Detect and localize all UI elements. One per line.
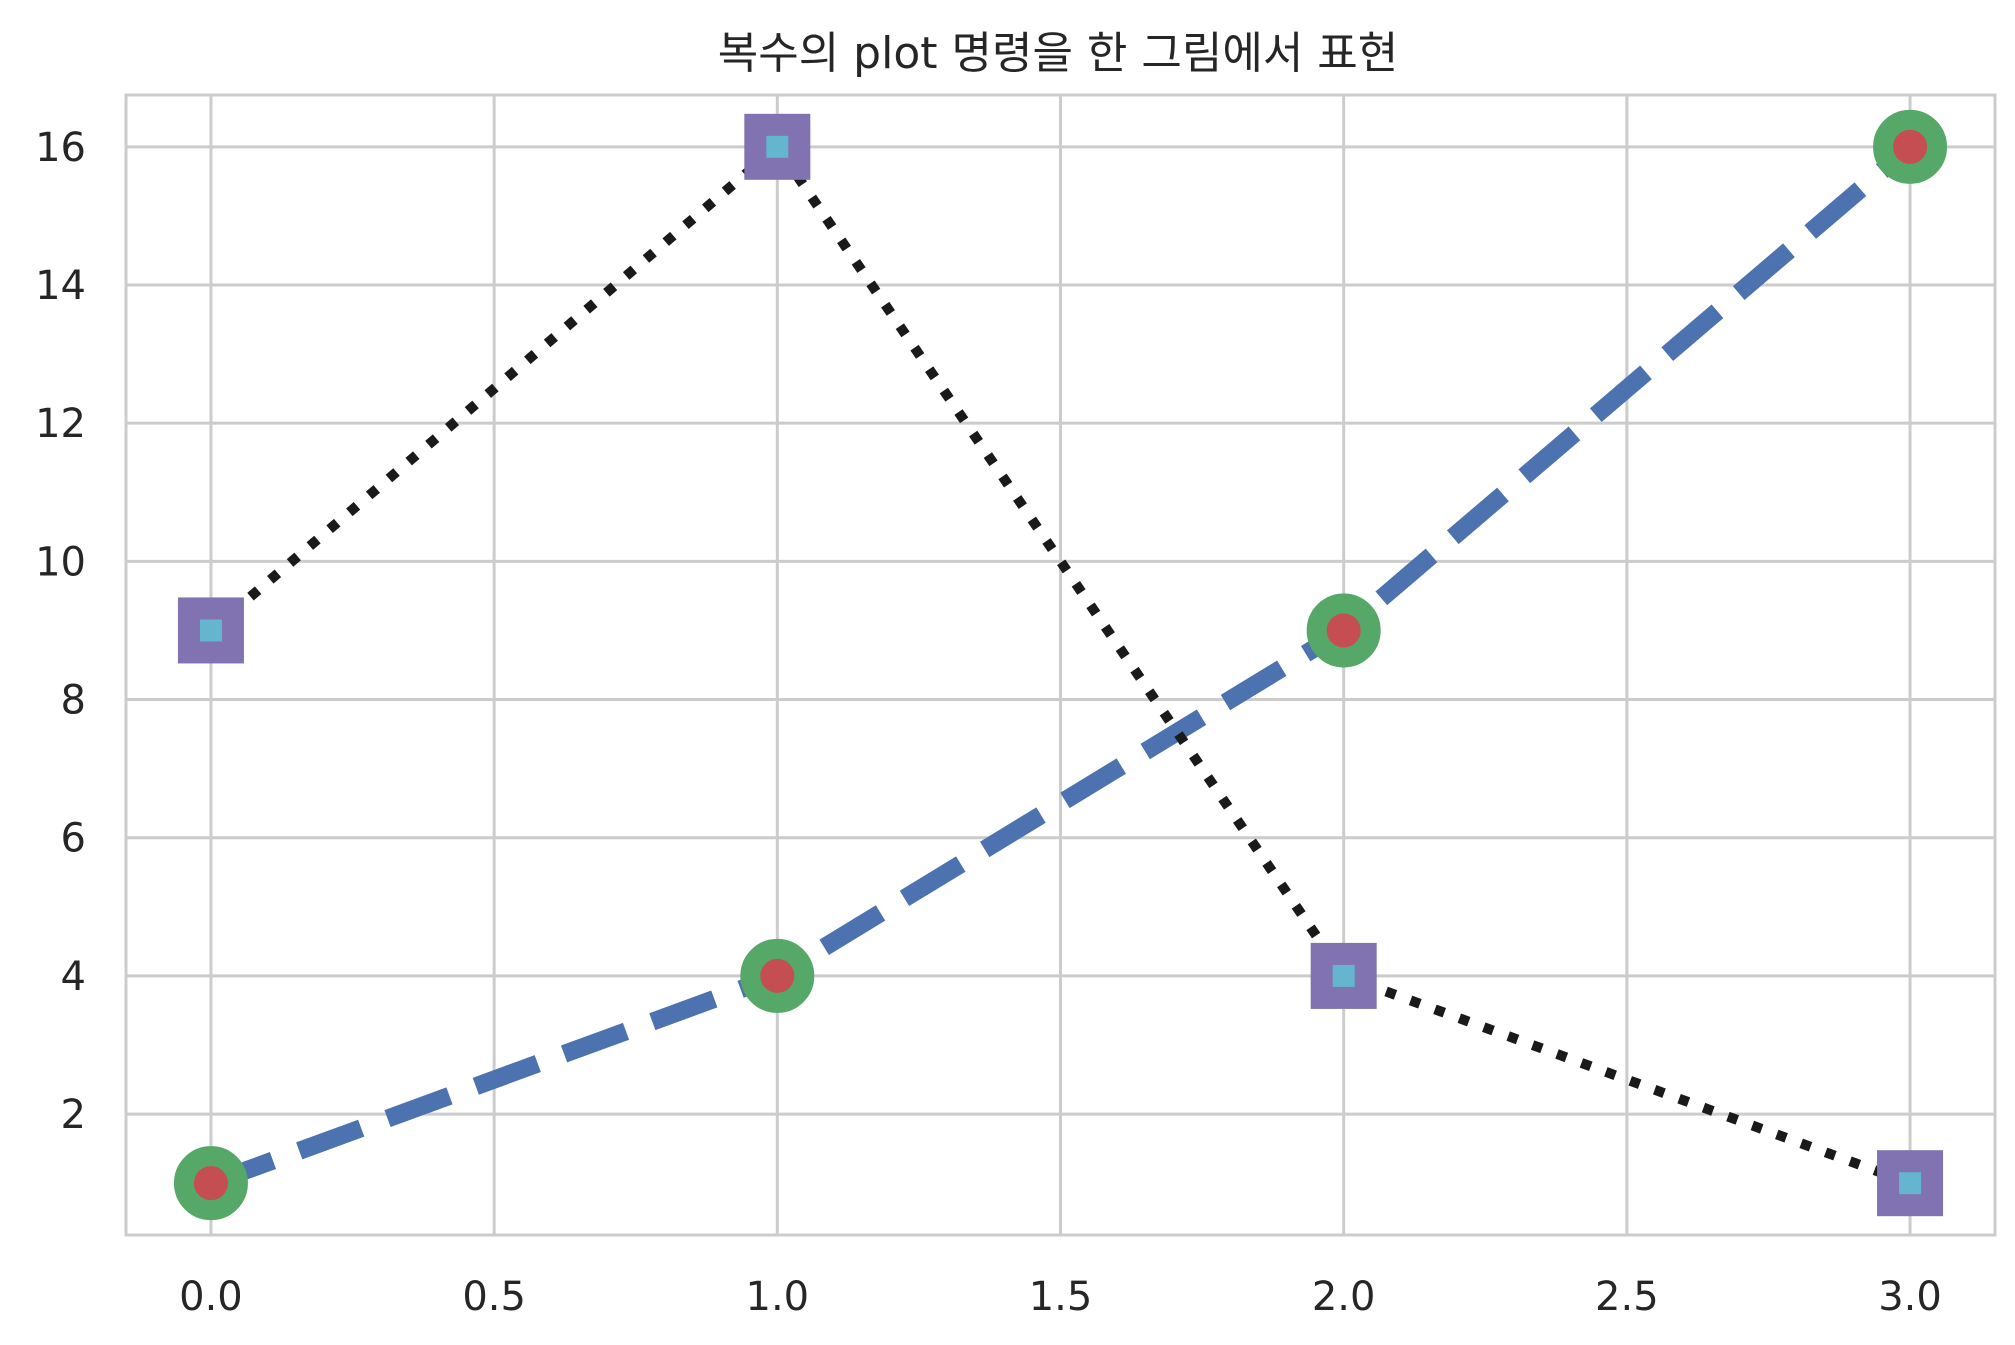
y-tick-label-6: 14 <box>35 263 86 309</box>
grid <box>126 95 1995 1235</box>
y-axis-ticks: 2 4 6 8 10 12 14 16 <box>35 125 86 1138</box>
y-tick-label-2: 6 <box>61 816 86 862</box>
series-1-marker-2 <box>1306 593 1381 668</box>
plot-area <box>173 109 1948 1221</box>
series-2-marker-3 <box>1877 1150 1944 1217</box>
series-2-marker-1 <box>744 113 811 180</box>
x-tick-label-2: 1.0 <box>746 1274 810 1320</box>
series-1-line <box>207 139 1916 1192</box>
series-2-marker-2 <box>1310 942 1377 1009</box>
x-tick-label-4: 2.0 <box>1312 1274 1376 1320</box>
x-tick-label-1: 0.5 <box>462 1274 526 1320</box>
series-1 <box>173 109 1948 1221</box>
axes-frame <box>124 93 1997 1237</box>
x-axis-ticks: 0.0 0.5 1.0 1.5 2.0 2.5 3.0 <box>179 1274 1942 1320</box>
x-tick-label-6: 3.0 <box>1878 1274 1942 1320</box>
y-tick-label-7: 16 <box>35 125 86 171</box>
chart-title: 복수의 plot 명령을 한 그림에서 표현 <box>718 28 1399 79</box>
series-1-marker-1 <box>740 938 815 1013</box>
series-2-marker-0 <box>177 597 244 664</box>
x-tick-label-0: 0.0 <box>179 1274 243 1320</box>
series-2-line <box>207 141 1912 1188</box>
y-tick-label-4: 10 <box>35 539 86 585</box>
x-tick-label-3: 1.5 <box>1029 1274 1093 1320</box>
y-tick-label-3: 8 <box>61 678 86 724</box>
series-1-marker-3 <box>1873 109 1948 184</box>
y-tick-label-1: 4 <box>61 954 86 1000</box>
series-2 <box>177 113 1944 1217</box>
y-tick-label-5: 12 <box>35 401 86 447</box>
x-tick-label-5: 2.5 <box>1595 1274 1659 1320</box>
y-tick-label-0: 2 <box>61 1092 86 1138</box>
series-1-marker-0 <box>173 1146 248 1221</box>
